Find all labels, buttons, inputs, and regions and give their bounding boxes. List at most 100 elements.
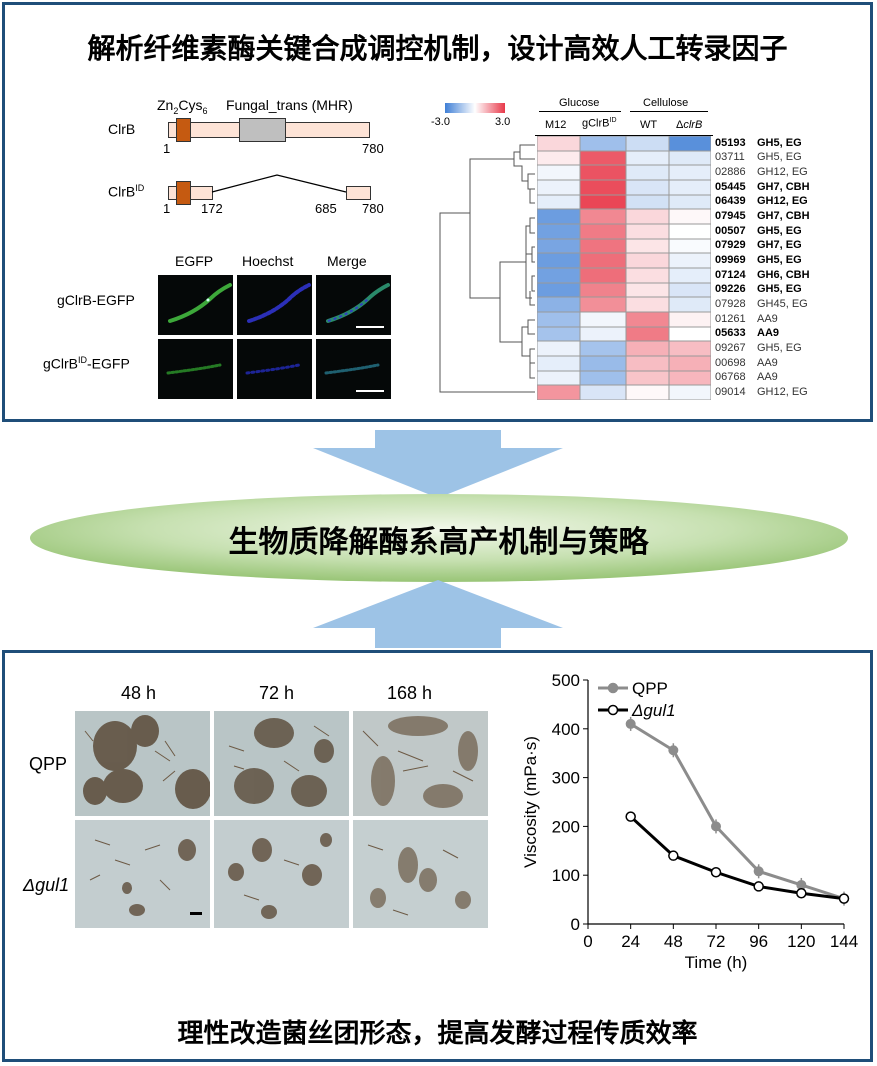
mhr-domain-box bbox=[239, 118, 286, 142]
fungal-trans-label: Fungal_trans (MHR) bbox=[226, 97, 353, 113]
heatmap-cell bbox=[626, 194, 669, 210]
series-line bbox=[629, 815, 845, 901]
heatmap-cell bbox=[580, 282, 626, 298]
heatmap-cell bbox=[626, 238, 669, 254]
heatmap-cell bbox=[626, 282, 669, 298]
qpp-168h-image bbox=[353, 711, 488, 816]
heatmap-row-label: 03711 GH5, EG bbox=[715, 151, 802, 163]
x-tick-label: 0 bbox=[583, 932, 592, 951]
heatmap-gene-family: GH7, EG bbox=[757, 239, 802, 252]
heatmap-cell bbox=[669, 194, 711, 210]
heatmap-cell bbox=[580, 341, 626, 356]
data-point bbox=[668, 850, 679, 861]
col-dclrb-label: ΔclrB bbox=[676, 119, 703, 131]
heatmap-cell bbox=[626, 341, 669, 356]
clrbid-172-label: 172 bbox=[201, 201, 223, 216]
legend-label: QPP bbox=[632, 679, 668, 698]
heatmap-cell bbox=[537, 282, 580, 298]
heatmap-gene-family: GH12, EG bbox=[757, 165, 808, 178]
up-arrow bbox=[313, 580, 563, 648]
heatmap-cell bbox=[580, 136, 626, 151]
data-point bbox=[625, 718, 636, 729]
heatmap-cell bbox=[537, 356, 580, 371]
time-168h-label: 168 h bbox=[387, 683, 433, 703]
heatmap-cell bbox=[626, 209, 669, 224]
heatmap-cell bbox=[537, 385, 580, 400]
egfp-image-2 bbox=[158, 339, 233, 399]
heatmap-cell bbox=[580, 209, 626, 224]
heatmap-row-label: 07124 GH6, CBH bbox=[715, 269, 810, 281]
heatmap-row-label: 09267 GH5, EG bbox=[715, 342, 802, 354]
x-tick-label: 24 bbox=[621, 932, 640, 951]
heatmap-row-label: 07945 GH7, CBH bbox=[715, 210, 810, 222]
col-wt-label: WT bbox=[640, 119, 658, 131]
heatmap-cell bbox=[669, 165, 711, 180]
heatmap-gene-family: AA9 bbox=[757, 356, 778, 369]
hoechst-image-1 bbox=[237, 275, 312, 335]
heatmap-row-label: 06439 GH12, EG bbox=[715, 195, 808, 207]
heatmap-gene-id: 05633 bbox=[715, 327, 746, 340]
heatmap-gene-id: 09226 bbox=[715, 283, 746, 296]
heatmap-cell bbox=[626, 268, 669, 283]
heatmap-row-label: 00507 GH5, EG bbox=[715, 225, 802, 237]
heatmap-cell bbox=[669, 312, 711, 327]
heatmap-gene-id: 07929 bbox=[715, 239, 746, 252]
heatmap-cell bbox=[580, 180, 626, 195]
heatmap-cell bbox=[669, 238, 711, 254]
merge-image-2 bbox=[316, 339, 391, 399]
heatmap-cell bbox=[669, 356, 711, 371]
heatmap-gene-family: GH6, CBH bbox=[757, 268, 810, 281]
heatmap-cell bbox=[537, 136, 580, 151]
heatmap-cell bbox=[537, 238, 580, 254]
heatmap-cell bbox=[626, 385, 669, 400]
legend-marker bbox=[607, 704, 619, 716]
data-point bbox=[711, 821, 721, 832]
series-line bbox=[629, 722, 845, 901]
heatmap-gene-family: AA9 bbox=[757, 371, 778, 384]
heatmap-cell bbox=[537, 297, 580, 312]
heatmap-cell bbox=[580, 326, 626, 342]
heatmap-cell bbox=[626, 326, 669, 342]
heatmap-cell bbox=[580, 165, 626, 180]
heatmap-cell bbox=[669, 326, 711, 342]
heatmap-gene-id: 06768 bbox=[715, 371, 746, 384]
heatmap-cell bbox=[580, 253, 626, 268]
zn2cys6-label: Zn2Cys6 bbox=[157, 97, 208, 116]
heatmap-cell bbox=[626, 165, 669, 180]
x-axis-label: Time (h) bbox=[685, 953, 748, 972]
heatmap-cell bbox=[669, 224, 711, 239]
gclrb-egfp-row-label: gClrB-EGFP bbox=[57, 292, 135, 308]
scale-min-label: -3.0 bbox=[431, 116, 450, 128]
heatmap-cell bbox=[626, 356, 669, 371]
heatmap-gene-id: 00507 bbox=[715, 224, 746, 237]
heatmap-cell bbox=[626, 253, 669, 268]
heatmap-cell bbox=[669, 180, 711, 195]
heatmap-cell bbox=[669, 341, 711, 356]
mycelial-morphology-panel: 48 h 72 h 168 h QPP Δgul1 0 100 200 300 400 5… bbox=[2, 650, 873, 1062]
clrbid-c-segment bbox=[346, 186, 371, 200]
down-arrow bbox=[313, 430, 563, 498]
heatmap-cell bbox=[537, 209, 580, 224]
data-point bbox=[625, 811, 636, 822]
heatmap-gene-family: GH5, EG bbox=[757, 136, 802, 149]
merge-image-1 bbox=[316, 275, 391, 335]
heatmap-gene-id: 02886 bbox=[715, 165, 746, 178]
heatmap-gene-family: GH5, EG bbox=[757, 151, 802, 164]
heatmap-cell bbox=[580, 370, 626, 386]
zn2cys6-domain-box bbox=[176, 118, 191, 142]
heatmap-row-label: 05633 AA9 bbox=[715, 327, 779, 339]
heatmap-gene-id: 09969 bbox=[715, 253, 746, 266]
heatmap-gene-family: GH5, EG bbox=[757, 283, 802, 296]
heatmap-cell bbox=[669, 370, 711, 386]
glucose-group-label: Glucose bbox=[559, 97, 600, 109]
heatmap-cell bbox=[580, 224, 626, 239]
legend-marker bbox=[607, 682, 619, 694]
heatmap-cell bbox=[537, 253, 580, 268]
y-axis-label: Viscosity (mPa·s) bbox=[521, 736, 540, 868]
y-tick-label: 200 bbox=[552, 817, 580, 836]
x-tick-label: 72 bbox=[707, 932, 726, 951]
dgul1-48h-image bbox=[75, 820, 210, 928]
heatmap-cell bbox=[669, 268, 711, 283]
cellulose-group-label: Cellulose bbox=[643, 97, 689, 109]
heatmap-gene-id: 07124 bbox=[715, 268, 746, 281]
